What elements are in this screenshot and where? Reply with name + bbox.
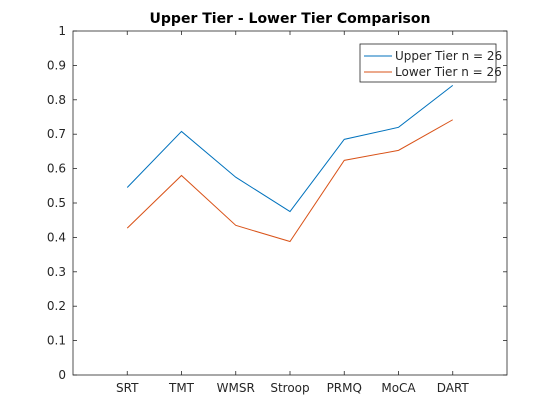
chart-title: Upper Tier - Lower Tier Comparison	[150, 11, 431, 27]
y-tick-label: 0.1	[47, 334, 66, 348]
legend-box	[359, 43, 497, 83]
y-tick-label: 0.5	[47, 196, 66, 210]
x-tick-label: TMT	[168, 381, 195, 395]
y-tick-label: 0.7	[47, 127, 66, 141]
x-tick-label: WMSR	[217, 381, 255, 395]
y-tick-label: 0.4	[47, 230, 66, 244]
y-tick-label: 0.2	[47, 299, 66, 313]
y-tick-label: 0.6	[47, 162, 66, 176]
axes-layer: 0 0.1 0.2 0.3 0.4 0.5 0.6 0.7 0.8 0.9 1 SRT TMT WMSR S…	[47, 24, 508, 395]
x-tick-label: DART	[437, 381, 470, 395]
x-tick-label: Stroop	[270, 381, 309, 395]
y-tick-label: 0.9	[47, 58, 66, 72]
x-tick-label: SRT	[116, 381, 139, 395]
y-tick-label: 1	[58, 24, 66, 38]
series-line-2	[126, 119, 453, 243]
x-tick-label: PRMQ	[327, 381, 362, 395]
plot-area	[73, 31, 507, 375]
series-line-1	[126, 84, 454, 213]
legend-label-1: Upper Tier n = 26	[395, 49, 502, 63]
x-tick-label: MoCA	[381, 381, 416, 395]
y-tick-label: 0.3	[47, 265, 66, 279]
y-tick-label: 0.8	[47, 93, 66, 107]
series-layer	[126, 84, 454, 243]
legend: Upper Tier n = 26 Lower Tier n = 26	[359, 43, 502, 83]
y-tick-label: 0	[58, 368, 66, 382]
legend-label-2: Lower Tier n = 26	[395, 65, 502, 79]
